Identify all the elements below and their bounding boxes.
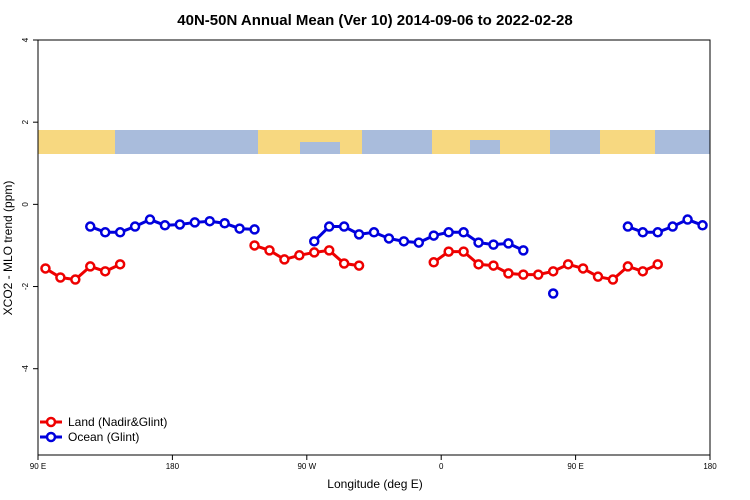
data-point bbox=[458, 246, 469, 257]
data-point bbox=[473, 237, 484, 248]
data-point bbox=[518, 245, 529, 256]
data-point bbox=[55, 272, 66, 283]
data-point bbox=[189, 217, 201, 228]
data-point bbox=[428, 257, 439, 268]
y-tick-label: -2 bbox=[21, 282, 30, 290]
data-point bbox=[622, 261, 634, 272]
y-tick-label: 0 bbox=[21, 202, 30, 207]
data-point bbox=[428, 230, 439, 241]
data-point bbox=[353, 260, 365, 271]
data-point bbox=[562, 259, 574, 270]
data-point bbox=[353, 229, 365, 240]
data-point bbox=[279, 254, 290, 265]
x-tick-label: 90 E bbox=[30, 462, 46, 471]
x-tick-label: 90 E bbox=[567, 462, 583, 471]
legend: Land (Nadir&Glint) Ocean (Glint) bbox=[40, 415, 167, 444]
data-point bbox=[652, 227, 663, 238]
data-point bbox=[114, 259, 126, 270]
data-point bbox=[547, 266, 559, 277]
data-point bbox=[473, 259, 484, 270]
data-point bbox=[667, 221, 678, 232]
data-point bbox=[503, 268, 514, 279]
data-point bbox=[85, 261, 96, 272]
data-point bbox=[309, 236, 320, 247]
data-point bbox=[159, 220, 171, 231]
data-point bbox=[40, 263, 51, 274]
data-point bbox=[294, 250, 305, 261]
data-point bbox=[607, 274, 619, 285]
data-point bbox=[622, 221, 634, 232]
data-point bbox=[443, 227, 454, 238]
x-tick-label: 180 bbox=[166, 462, 180, 471]
data-point bbox=[338, 258, 350, 269]
data-point bbox=[144, 214, 156, 225]
data-point bbox=[488, 260, 499, 271]
data-point bbox=[368, 227, 380, 238]
chart-title: 40N-50N Annual Mean (Ver 10) 2014-09-06 … bbox=[177, 12, 572, 29]
data-point bbox=[204, 215, 215, 227]
data-point bbox=[577, 263, 589, 274]
data-point bbox=[682, 214, 693, 225]
data-point bbox=[383, 233, 395, 244]
data-point bbox=[413, 237, 425, 248]
data-point bbox=[114, 227, 126, 238]
data-point bbox=[503, 238, 514, 249]
data-point bbox=[234, 223, 245, 234]
x-tick-label: 180 bbox=[703, 462, 717, 471]
legend-marker bbox=[45, 431, 57, 443]
data-point bbox=[70, 274, 81, 285]
data-point bbox=[323, 221, 335, 232]
data-point bbox=[533, 269, 544, 280]
y-tick-label: 4 bbox=[21, 37, 30, 42]
data-point bbox=[518, 269, 529, 280]
data-point bbox=[323, 245, 335, 256]
data-point bbox=[488, 239, 499, 250]
data-point bbox=[85, 221, 96, 232]
data-point bbox=[249, 224, 260, 235]
data-point bbox=[129, 221, 141, 232]
data-point bbox=[697, 220, 708, 231]
data-point bbox=[443, 246, 454, 257]
data-point bbox=[99, 266, 111, 277]
legend-label: Land (Nadir&Glint) bbox=[68, 415, 167, 429]
data-point bbox=[547, 288, 559, 299]
data-point bbox=[99, 227, 111, 238]
legend-label: Ocean (Glint) bbox=[68, 430, 139, 444]
data-point bbox=[637, 227, 649, 238]
data-point bbox=[637, 266, 649, 277]
data-point bbox=[219, 218, 230, 229]
y-tick-label: -4 bbox=[21, 365, 30, 373]
data-point bbox=[398, 236, 410, 247]
data-point bbox=[249, 240, 260, 251]
y-axis-label: XCO2 - MLO trend (ppm) bbox=[1, 181, 15, 316]
x-axis-label: Longitude (deg E) bbox=[327, 477, 422, 491]
x-tick-label: 90 W bbox=[297, 462, 316, 471]
data-point bbox=[652, 259, 663, 270]
x-tick-label: 0 bbox=[439, 462, 444, 471]
data-point bbox=[309, 247, 320, 258]
data-point bbox=[174, 219, 186, 230]
data-point bbox=[592, 271, 604, 282]
data-point bbox=[264, 245, 275, 256]
legend-marker bbox=[45, 416, 57, 428]
data-point bbox=[338, 221, 350, 232]
plot-frame bbox=[37, 39, 711, 456]
data-point bbox=[458, 227, 469, 238]
y-tick-label: 2 bbox=[21, 119, 30, 124]
map-strip bbox=[38, 130, 710, 154]
